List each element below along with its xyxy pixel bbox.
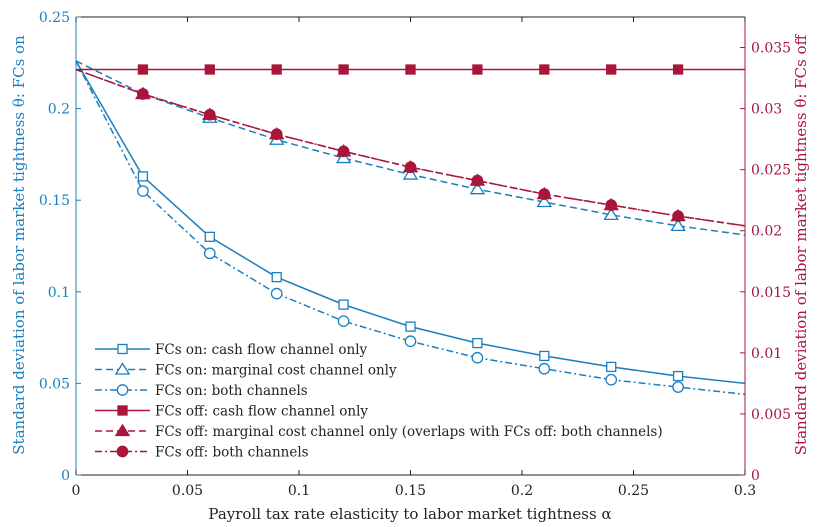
x-axis-label: Payroll tax rate elasticity to labor mar… — [208, 505, 611, 523]
x-tick-label: 0.2 — [511, 483, 533, 499]
data-point — [137, 64, 149, 75]
data-point — [605, 199, 618, 211]
y-axis-label-right: Standard deviation of labor market tight… — [792, 33, 810, 455]
legend-item-1: FCs on: cash flow channel only — [95, 342, 368, 358]
legend-marker — [117, 405, 128, 416]
legend-label: FCs on: both channels — [155, 383, 308, 399]
legend-marker — [114, 362, 131, 375]
legend-label: FCs off: both channels — [155, 445, 309, 461]
data-point — [471, 174, 484, 187]
legend-item-6: FCs off: both channels — [95, 445, 309, 461]
y-tick-label-left: 0.15 — [39, 193, 70, 209]
series-4 — [76, 64, 745, 75]
x-tick-label: 0.25 — [618, 483, 649, 499]
data-point — [338, 299, 349, 310]
series-5 — [75, 68, 746, 227]
legend-marker — [117, 343, 128, 355]
data-point — [204, 64, 215, 75]
data-point — [204, 231, 215, 242]
data-point — [270, 287, 283, 300]
data-point — [471, 351, 484, 364]
y-tick-label-left: 0 — [61, 468, 70, 484]
y-tick-label-right: 0.02 — [751, 224, 782, 240]
series-line-2 — [75, 60, 746, 236]
series-1 — [75, 60, 746, 385]
data-point — [271, 64, 282, 75]
legend-label: FCs on: marginal cost channel only — [155, 363, 397, 379]
data-point — [270, 128, 283, 141]
data-point — [670, 218, 686, 231]
legend-item-4: FCs off: cash flow channel only — [95, 404, 368, 420]
data-point — [404, 161, 417, 174]
legend-label: FCs off: cash flow channel only — [155, 404, 368, 420]
data-point — [606, 64, 617, 75]
data-point — [337, 315, 350, 327]
data-point — [672, 381, 684, 393]
legend-label: FCs on: cash flow channel only — [155, 342, 368, 358]
x-tick-label: 0.05 — [172, 483, 203, 499]
data-point — [539, 64, 550, 75]
data-point — [672, 210, 684, 222]
y-tick-label-right: 0.035 — [751, 41, 791, 57]
legend-marker — [114, 423, 131, 437]
y-tick-label-right: 0.01 — [751, 346, 782, 362]
series-line-6 — [75, 68, 746, 227]
legend-label: FCs off: marginal cost channel only (ove… — [155, 424, 663, 440]
data-point — [472, 64, 483, 75]
legend-item-5: FCs off: marginal cost channel only (ove… — [95, 423, 663, 440]
data-point — [672, 64, 684, 75]
series-3 — [75, 60, 746, 396]
y-tick-label-left: 0.1 — [48, 285, 70, 301]
y-tick-label-right: 0.03 — [751, 102, 782, 118]
y-tick-label-left: 0.25 — [39, 10, 70, 26]
data-point — [338, 64, 349, 75]
data-point — [137, 88, 149, 100]
data-point — [335, 150, 352, 164]
data-point — [606, 361, 617, 373]
x-tick-label: 0.1 — [288, 483, 310, 499]
data-point — [538, 188, 551, 200]
axes-layer: 0 0.05 0.1 0.15 0.2 0.25 0.300.050.10.150.20.2… — [39, 10, 791, 499]
data-point — [603, 207, 619, 221]
series-layer — [75, 60, 746, 396]
data-point — [137, 171, 149, 182]
series-6 — [75, 68, 746, 227]
data-point — [137, 185, 149, 197]
legend: FCs on: cash flow channel only FCs on: ma… — [95, 342, 663, 461]
y-tick-label-right: 0.025 — [751, 163, 791, 179]
legend-marker — [116, 384, 129, 396]
y-tick-label-right: 0.005 — [751, 407, 791, 423]
data-point — [405, 64, 416, 75]
series-line-5 — [75, 68, 746, 227]
y-tick-label-right: 0 — [751, 468, 760, 484]
data-point — [271, 271, 282, 283]
data-point — [337, 145, 350, 158]
legend-marker — [116, 445, 129, 458]
y-tick-label-right: 0.015 — [751, 285, 791, 301]
data-point — [536, 194, 553, 208]
y-tick-label-left: 0.2 — [48, 102, 70, 118]
data-point — [472, 337, 483, 349]
x-tick-label: 0 — [72, 483, 81, 499]
y-tick-label-left: 0.05 — [39, 376, 70, 392]
data-point — [405, 321, 416, 332]
y-axis-label-left: Standard deviation of labor market tight… — [10, 35, 28, 455]
data-point — [203, 108, 216, 121]
data-point — [469, 181, 486, 195]
data-point — [538, 362, 551, 375]
data-point — [404, 335, 417, 348]
data-point — [672, 370, 684, 382]
data-point — [402, 167, 419, 180]
x-tick-label: 0.15 — [395, 483, 426, 499]
data-point — [539, 350, 550, 362]
legend-item-2: FCs on: marginal cost channel only — [95, 362, 397, 379]
x-tick-label: 0.3 — [734, 483, 756, 499]
legend-item-3: FCs on: both channels — [95, 383, 308, 399]
data-point — [605, 373, 618, 386]
data-point — [203, 247, 216, 260]
series-2 — [75, 60, 746, 236]
